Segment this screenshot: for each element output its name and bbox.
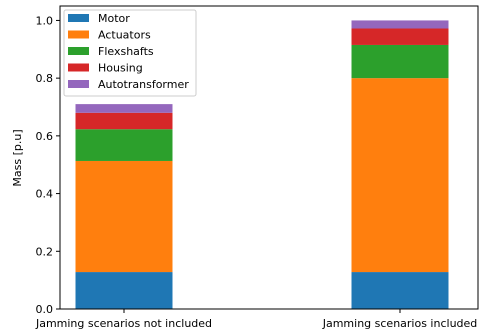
- bar-segment-autotransformer-1: [75, 104, 173, 113]
- legend-label-autotransformer: Autotransformer: [98, 78, 189, 91]
- legend-label-flexshafts: Flexshafts: [98, 45, 154, 58]
- bar-segment-motor-2: [351, 272, 449, 309]
- y-tick-label: 0.0: [36, 303, 54, 316]
- y-tick-label: 0.8: [36, 72, 54, 85]
- y-axis-label: Mass [p.u]: [11, 129, 24, 186]
- legend-box: [63, 9, 197, 97]
- bar-segment-housing-2: [351, 28, 449, 45]
- legend-label-housing: Housing: [98, 62, 143, 75]
- y-tick-label: 0.6: [36, 130, 54, 143]
- x-axis: Jamming scenarios not included Jamming sc…: [35, 309, 477, 330]
- bar-segment-motor-1: [75, 272, 173, 309]
- legend-swatch-autotransformer: [68, 80, 89, 88]
- bars-layer: [75, 20, 449, 309]
- legend-swatch-housing: [68, 63, 89, 72]
- legend-swatch-motor: [68, 14, 89, 22]
- y-tick-label: 0.4: [36, 188, 54, 201]
- legend-label-actuators: Actuators: [98, 29, 151, 42]
- bar-segment-flexshafts-2: [351, 44, 449, 79]
- legend-swatch-flexshafts: [68, 47, 89, 55]
- y-tick-label: 0.2: [36, 245, 54, 258]
- bar-segment-autotransformer-2: [351, 20, 449, 29]
- bar-segment-housing-1: [75, 112, 173, 130]
- plot-frame: [59, 5, 479, 310]
- y-tick-label: 1.0: [36, 14, 54, 27]
- bar-segment-actuators-2: [351, 78, 449, 273]
- bar-segment-flexshafts-1: [75, 129, 173, 161]
- legend: Motor Actuators Flexshafts Housing Autotrans…: [63, 9, 197, 97]
- x-tick-label: Jamming scenarios included: [322, 317, 478, 330]
- bar-segment-actuators-1: [75, 160, 173, 273]
- legend-label-motor: Motor: [98, 12, 130, 25]
- y-axis: 0.0 0.2 0.4 0.6 0.8 1.0: [36, 14, 60, 316]
- legend-swatch-actuators: [68, 30, 89, 39]
- axes-layer: [59, 5, 479, 310]
- x-tick-label: Jamming scenarios not included: [35, 317, 212, 330]
